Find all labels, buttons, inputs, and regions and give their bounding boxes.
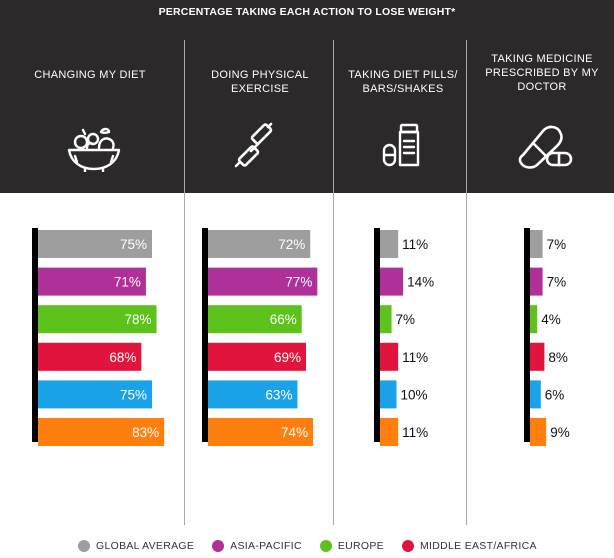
column-divider-3 xyxy=(466,40,467,525)
data-label: 9% xyxy=(550,425,570,440)
bar xyxy=(380,380,397,409)
bar xyxy=(380,230,399,258)
legend-swatch-middle-east-africa xyxy=(402,540,414,552)
data-label: 77% xyxy=(285,275,312,290)
bar xyxy=(208,267,318,296)
legend-item-asia-pacific: ASIA-PACIFIC xyxy=(212,540,302,552)
bar xyxy=(208,342,306,371)
data-label: 10% xyxy=(401,387,428,402)
column-divider-2 xyxy=(333,40,334,525)
bar-axis xyxy=(524,228,530,442)
bar xyxy=(530,230,543,258)
legend-swatch-europe xyxy=(319,540,332,552)
bar xyxy=(38,418,165,446)
bar xyxy=(208,305,302,334)
bar xyxy=(530,380,541,409)
data-label: 75% xyxy=(120,237,147,252)
header-panel: PERCENTAGE TAKING EACH ACTION TO LOSE WE… xyxy=(0,0,614,193)
data-label: 83% xyxy=(132,425,159,440)
data-label: 74% xyxy=(281,425,308,440)
bar xyxy=(38,230,152,258)
column-title-exercise: DOING PHYSICAL EXERCISE xyxy=(211,69,309,95)
data-label: 7% xyxy=(547,237,567,252)
column-title-pills: TAKING DIET PILLS/ BARS/SHAKES xyxy=(348,69,458,95)
data-label: 66% xyxy=(270,312,297,327)
data-label: 14% xyxy=(407,275,434,290)
bar xyxy=(38,380,152,409)
bar xyxy=(208,418,314,446)
data-label: 68% xyxy=(109,350,136,365)
bar-axis xyxy=(374,228,380,442)
data-label: 4% xyxy=(541,312,561,327)
bar xyxy=(530,418,547,446)
legend-swatch-global xyxy=(78,540,90,552)
legend-swatch-asia-pacific xyxy=(212,540,225,552)
legend-item-europe: EUROPE xyxy=(319,540,384,552)
capsule-icon xyxy=(518,125,573,169)
data-label: 8% xyxy=(548,350,568,365)
data-label: 69% xyxy=(274,350,301,365)
data-label: 7% xyxy=(547,275,567,290)
salad-bowl-icon xyxy=(67,127,121,172)
legend-item-global: GLOBAL AVERAGE xyxy=(78,540,194,552)
pill-bottle-icon xyxy=(382,123,420,167)
legend-label-asia-pacific: ASIA-PACIFIC xyxy=(230,540,302,552)
data-label: 7% xyxy=(396,312,416,327)
data-label: 78% xyxy=(125,312,152,327)
data-label: 11% xyxy=(402,350,428,365)
bar xyxy=(530,342,545,371)
data-label: 63% xyxy=(265,387,292,402)
bar xyxy=(208,230,311,258)
chart-title: PERCENTAGE TAKING EACH ACTION TO LOSE WE… xyxy=(158,6,456,18)
bar xyxy=(380,267,404,296)
legend-label-global: GLOBAL AVERAGE xyxy=(96,540,195,552)
column-title-medicine: TAKING MEDICINE PRESCRIBED BY MY DOCTOR xyxy=(485,53,599,93)
bar xyxy=(530,305,538,334)
data-label: 75% xyxy=(120,387,147,402)
bar-axis xyxy=(202,228,208,442)
bar xyxy=(380,342,399,371)
column-title-diet: CHANGING MY DIET xyxy=(34,69,146,81)
legend-item-middle-east-africa: MIDDLE EAST/AFRICA xyxy=(402,540,537,552)
data-label: 11% xyxy=(402,237,428,252)
bar xyxy=(38,305,157,334)
dumbbell-icon xyxy=(234,122,273,168)
legend-label-middle-east-africa: MIDDLE EAST/AFRICA xyxy=(420,540,537,552)
legend: GLOBAL AVERAGE ASIA-PACIFIC EUROPE MIDDL… xyxy=(78,538,555,554)
bar xyxy=(530,267,543,296)
bar xyxy=(38,267,146,296)
bar xyxy=(208,380,298,409)
data-label: 72% xyxy=(278,237,305,252)
bar-axis xyxy=(32,228,38,442)
data-label: 11% xyxy=(402,425,428,440)
bar xyxy=(38,342,142,371)
bar xyxy=(380,305,392,334)
bar xyxy=(380,418,399,446)
data-label: 6% xyxy=(545,387,565,402)
data-label: 71% xyxy=(114,275,141,290)
column-divider-1 xyxy=(184,40,185,525)
legend-label-europe: EUROPE xyxy=(337,540,384,552)
